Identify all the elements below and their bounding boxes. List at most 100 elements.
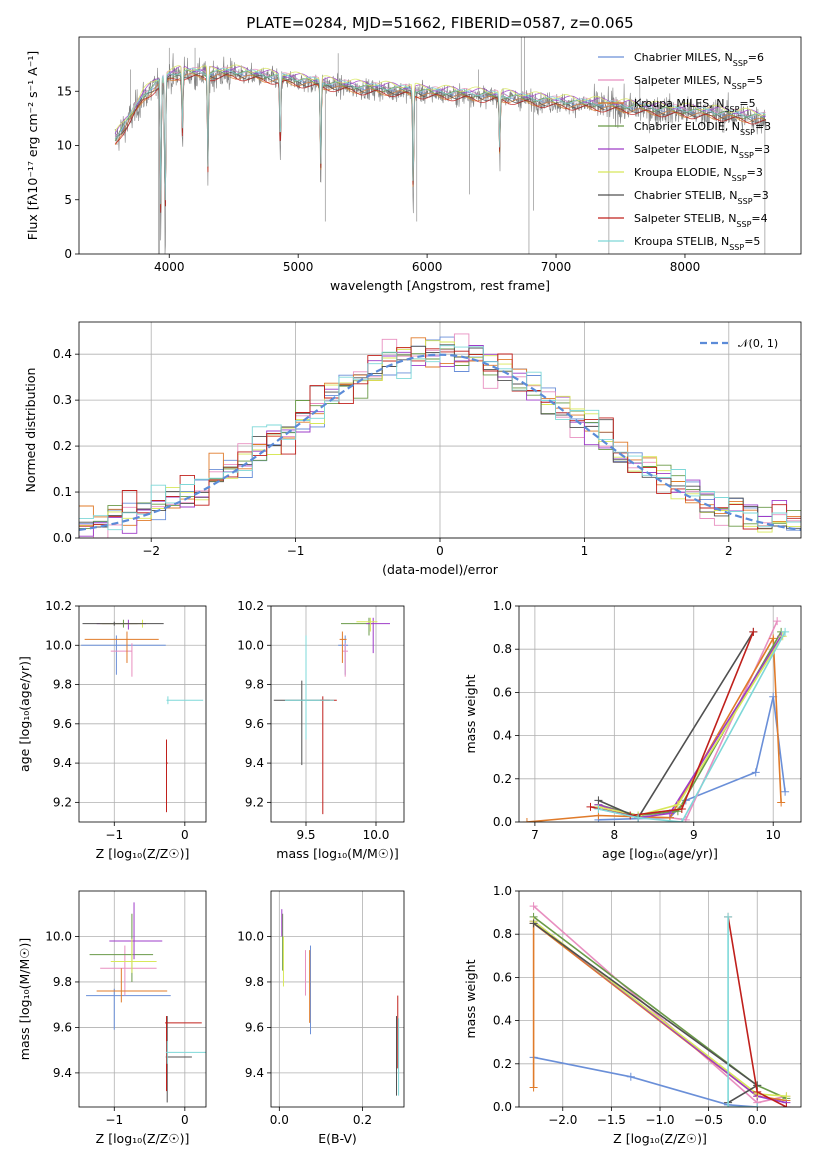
age-vs-Z-ytick-label: 9.8	[53, 678, 72, 692]
age-vs-mass-data	[273, 617, 390, 815]
residuals-xtick-label: 2	[725, 544, 733, 558]
weight-marker	[749, 627, 758, 636]
weight-marker	[529, 919, 538, 928]
age-vs-mass-ytick-label: 9.4	[245, 756, 264, 770]
mass-vs-ebv-xtick-label: 0.0	[270, 1113, 289, 1127]
age-vs-mass-ticks: 9.5 10.0 9.2 9.4 9.6 9.8 10.0 10.2	[237, 599, 389, 842]
age-vs-mass-ytick-label: 9.2	[245, 795, 264, 809]
weight-marker	[781, 787, 790, 796]
legend-label: Chabrier ELODIE, NSSP=3	[634, 120, 771, 137]
weight-marker	[594, 805, 603, 814]
weight-marker	[753, 1087, 762, 1096]
age-vs-mass-xtick-label: 10.0	[363, 828, 390, 842]
weight-marker	[529, 902, 538, 911]
age-vs-Z-ytick-label: 9.4	[53, 756, 72, 770]
legend-nssp: =5	[747, 74, 763, 87]
mass-vs-Z-ytick-label: 9.6	[53, 1020, 72, 1034]
residuals-xtick-label: −2	[142, 544, 160, 558]
spectrum-xlabel: wavelength [Angstrom, rest frame]	[330, 278, 550, 293]
age-vs-mass-ytick-label: 9.8	[245, 678, 264, 692]
residuals-data	[79, 333, 801, 538]
mass-vs-ebv-ticks: 0.0 0.2 9.4 9.6 9.8 10.0	[237, 929, 372, 1127]
legend-model-name: Salpeter STELIB, N	[634, 212, 736, 225]
legend-nssp: =4	[751, 212, 767, 225]
mass-vs-Z-ytick-label: 9.8	[53, 975, 72, 989]
mass-vs-ebv-grid	[271, 891, 404, 1107]
spectrum-ylabel: Flux [fλ10⁻¹⁷ erg cm⁻² s⁻¹ A⁻¹]	[25, 51, 40, 240]
mass-weight-vs-age-ytick-label: 0.8	[493, 642, 512, 656]
legend-label: Chabrier MILES, NSSP=6	[634, 51, 764, 68]
mass-weight-vs-age-xtick-label: 8	[611, 828, 619, 842]
spectrum-ytick-label: 0	[64, 247, 72, 261]
age-vs-mass-xtick-label: 9.5	[296, 828, 315, 842]
mass-weight-vs-Z-ytick-label: 0.0	[493, 1100, 512, 1114]
mass-weight-vs-age-xtick-label: 10	[766, 828, 781, 842]
mass-vs-ebv-ytick-label: 9.4	[245, 1066, 264, 1080]
mass-weight-vs-Z-ytick-label: 0.2	[493, 1057, 512, 1071]
legend-nssp: =3	[753, 189, 769, 202]
legend-label: Kroupa STELIB, NSSP=5	[634, 235, 760, 252]
age-vs-Z-panel: −1 0 9.2 9.4 9.6 9.8 10.0 10.2 Z [log₁₀(Z/Z☉)] ag…	[17, 599, 207, 861]
legend-label: Chabrier STELIB, NSSP=3	[634, 189, 769, 206]
spectrum-model-line	[114, 64, 766, 207]
mass-weight-vs-Z-ytick-label: 1.0	[493, 884, 512, 898]
spectrum-xtick-label: 5000	[283, 260, 314, 274]
mass-weight-vs-Z-frame	[518, 890, 802, 1108]
legend-sub: SSP	[738, 197, 753, 206]
mass-weight-vs-Z-panel: −2.0 −1.5 −1.0 −0.5 0.0 0.0 0.2 0.4 0.6 0.8 1.0 Z […	[463, 884, 802, 1146]
weight-marker	[753, 1103, 762, 1107]
legend-model-name: Chabrier STELIB, N	[634, 189, 738, 202]
spectrum-frame	[78, 36, 802, 255]
legend-label: Salpeter MILES, NSSP=5	[634, 74, 763, 91]
mass-weight-vs-age-xlabel: age [log₁₀(age/yr)]	[602, 846, 718, 861]
mass-weight-vs-age-ytick-label: 0.2	[493, 772, 512, 786]
age-vs-Z-xtick-label: −1	[105, 828, 123, 842]
weight-marker	[751, 768, 760, 777]
residuals-ytick-label: 0.0	[53, 531, 72, 545]
spectrum-model-line	[114, 66, 766, 205]
legend-sub: SSP	[724, 105, 739, 114]
legend-model-name: Kroupa STELIB, N	[634, 235, 729, 248]
legend-nssp: =3	[754, 143, 770, 156]
spectrum-data	[114, 37, 767, 254]
mass-weight-vs-age-ticks: 7 8 9 10 0.0 0.2 0.4 0.6 0.8 1.0	[493, 599, 781, 842]
legend-nssp: =6	[748, 51, 764, 64]
age-vs-mass-xlabel: mass [log₁₀(M/M☉)]	[276, 846, 398, 861]
mass-weight-vs-Z-xtick-label: −1.5	[597, 1113, 626, 1127]
age-vs-Z-ytick-label: 10.2	[45, 599, 72, 613]
age-vs-Z-ticks: −1 0 9.2 9.4 9.6 9.8 10.0 10.2	[45, 599, 188, 842]
weight-marker	[769, 634, 778, 643]
mass-vs-Z-ylabel: mass [log₁₀(M/M☉)]	[17, 938, 32, 1060]
mass-weight-vs-Z-xlabel: Z [log₁₀(Z/Z☉)]	[613, 1131, 707, 1146]
legend-label: Salpeter ELODIE, NSSP=3	[634, 143, 770, 160]
age-vs-Z-ytick-label: 10.0	[45, 638, 72, 652]
residuals-ytick-label: 0.3	[53, 393, 72, 407]
mass-weight-vs-Z-xtick-label: −0.5	[694, 1113, 723, 1127]
mass-weight-vs-age-ylabel: mass weight	[463, 674, 478, 753]
mass-weight-vs-age-panel: 7 8 9 10 0.0 0.2 0.4 0.6 0.8 1.0 age [log₁₀(age/yr…	[463, 599, 802, 861]
figure-title: PLATE=0284, MJD=51662, FIBERID=0587, z=0…	[246, 14, 633, 32]
legend-model-name: Salpeter ELODIE, N	[634, 143, 739, 156]
weight-marker	[782, 1092, 791, 1101]
mass-weight-vs-Z-ylabel: mass weight	[463, 959, 478, 1038]
mass-vs-Z-xtick-label: 0	[181, 1113, 189, 1127]
legend-nssp: =3	[747, 166, 763, 179]
spectrum-model-line	[114, 68, 766, 205]
mass-weight-vs-age-xtick-label: 7	[531, 828, 539, 842]
weight-marker	[677, 805, 686, 814]
mass-vs-Z-ytick-label: 9.4	[53, 1066, 72, 1080]
residuals-ticks: −2 −1 0 1 2 0.0 0.1 0.2 0.3 0.4	[53, 347, 733, 558]
weight-marker	[773, 617, 782, 626]
mass-vs-Z-xlabel: Z [log₁₀(Z/Z☉)]	[96, 1131, 190, 1146]
legend-label: 𝒩(0, 1)	[738, 337, 778, 350]
residuals-panel: −2 −1 0 1 2 0.0 0.1 0.2 0.3 0.4 (data-model)/error…	[23, 321, 802, 577]
age-vs-Z-ylabel: age [log₁₀(age/yr)]	[17, 656, 32, 772]
spectrum-panel: 4000 5000 6000 7000 8000 0 5 10 15 wavelength [An…	[25, 36, 802, 293]
age-vs-Z-ytick-label: 9.6	[53, 717, 72, 731]
spectrum-ytick-label: 15	[57, 84, 72, 98]
weight-marker	[634, 813, 643, 822]
mass-weight-vs-age-ytick-label: 0.4	[493, 729, 512, 743]
mass-vs-Z-ytick-label: 10.0	[45, 929, 72, 943]
legend-label: Kroupa ELODIE, NSSP=3	[634, 166, 763, 183]
legend-sub: SSP	[729, 243, 744, 252]
